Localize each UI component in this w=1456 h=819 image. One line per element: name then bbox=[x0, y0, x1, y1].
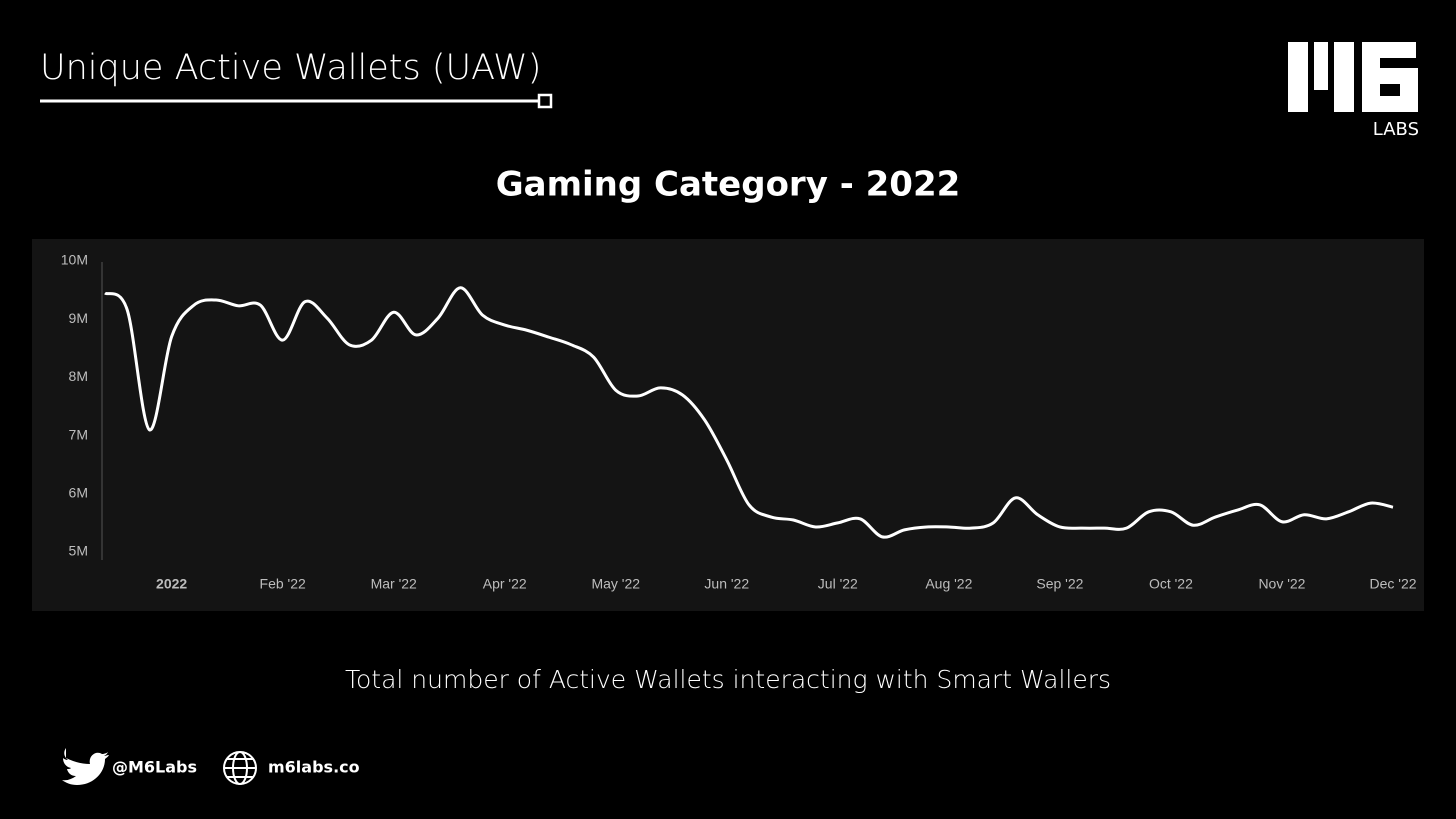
chart-panel bbox=[32, 239, 1424, 611]
logo-bar bbox=[1334, 42, 1354, 112]
x-tick-label: 2022 bbox=[156, 576, 187, 592]
x-tick-label: Sep '22 bbox=[1036, 576, 1083, 592]
underline-square bbox=[537, 93, 553, 109]
x-tick-label: Apr '22 bbox=[483, 576, 527, 592]
x-tick-label: Mar '22 bbox=[371, 576, 417, 592]
x-tick-label: Oct '22 bbox=[1149, 576, 1193, 592]
y-tick-label: 6M bbox=[69, 485, 88, 501]
y-tick-label: 5M bbox=[69, 543, 88, 559]
logo bbox=[1288, 42, 1418, 112]
globe-icon bbox=[223, 751, 257, 785]
logo-text: LABS bbox=[1373, 119, 1419, 140]
logo-six bbox=[1362, 42, 1418, 112]
y-tick-label: 10M bbox=[61, 252, 88, 268]
x-tick-label: Jul '22 bbox=[818, 576, 858, 592]
x-tick-label: May '22 bbox=[591, 576, 640, 592]
page-title: Unique Active Wallets (UAW) bbox=[40, 48, 541, 88]
logo-bar bbox=[1288, 42, 1308, 112]
x-tick-label: Aug '22 bbox=[925, 576, 972, 592]
twitter-handle[interactable]: @M6Labs bbox=[112, 758, 197, 777]
twitter-icon bbox=[62, 748, 109, 785]
x-tick-label: Feb '22 bbox=[260, 576, 306, 592]
caption: Total number of Active Wallets interacti… bbox=[345, 665, 1111, 694]
y-tick-label: 8M bbox=[69, 368, 88, 384]
data-line bbox=[104, 286, 1394, 539]
y-tick-label: 7M bbox=[69, 426, 88, 442]
x-tick-label: Dec '22 bbox=[1369, 576, 1416, 592]
chart-title: Gaming Category - 2022 bbox=[496, 165, 961, 205]
x-tick-label: Jun '22 bbox=[704, 576, 749, 592]
y-tick-label: 9M bbox=[69, 310, 88, 326]
website[interactable]: m6labs.co bbox=[268, 758, 360, 777]
logo-bar bbox=[1314, 42, 1328, 90]
x-tick-label: Nov '22 bbox=[1258, 576, 1305, 592]
